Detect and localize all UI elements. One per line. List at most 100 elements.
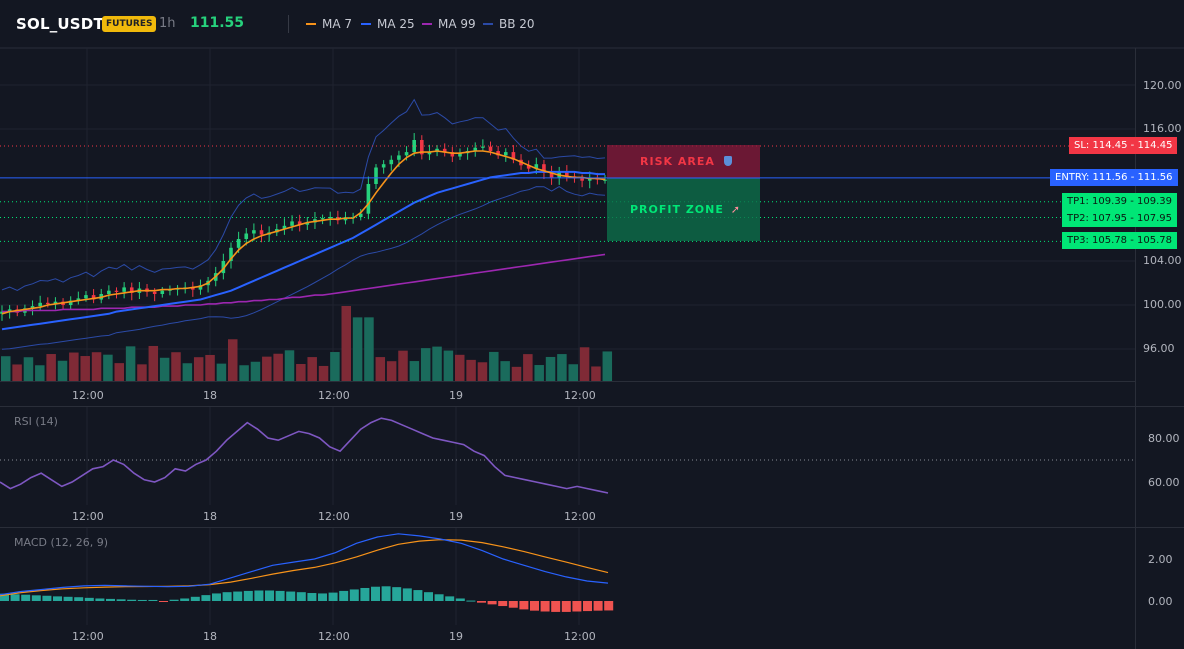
candle-body: [580, 178, 584, 181]
volume-bar: [216, 363, 227, 381]
macd-hist-bar: [21, 594, 31, 601]
macd-signal-line: [0, 539, 609, 597]
legend-bb20-label: BB 20: [499, 17, 535, 31]
time-label: 12:00: [564, 510, 596, 523]
macd-hist-bar: [593, 601, 603, 611]
volume-bar: [193, 357, 204, 381]
candle-body: [389, 159, 394, 165]
macd-hist-bar: [53, 596, 62, 601]
macd-hist-bar: [561, 601, 571, 612]
candle-body: [259, 230, 264, 235]
candle-body: [526, 165, 531, 169]
candle-body: [488, 146, 493, 151]
tp1-tag-value: 109.39: [1137, 196, 1173, 207]
ma7-swatch: [306, 23, 316, 25]
candle-body: [534, 164, 539, 169]
volume-bar: [364, 317, 374, 381]
legend-bb20[interactable]: BB 20: [483, 17, 535, 31]
volume-bar: [125, 346, 136, 381]
volume-bar: [420, 348, 431, 381]
macd-hist-bar: [286, 591, 296, 601]
volume-bar: [114, 363, 124, 381]
rsi-title: RSI (14): [14, 415, 58, 428]
candle-body: [160, 290, 165, 294]
macd-hist-bar: [233, 591, 243, 601]
tp1-tag: TP1: 109.39 - 109.39: [1062, 193, 1178, 210]
macd-hist-bar: [339, 590, 349, 601]
candle-body: [542, 164, 546, 173]
time-label: 18: [203, 630, 217, 643]
candle-body: [549, 173, 554, 178]
entry-tag: ENTRY: 111.56 - 111.56: [1050, 169, 1178, 186]
candle-body: [442, 148, 447, 153]
vertical-gridlines: [86, 48, 580, 625]
macd-hist-bar: [508, 601, 518, 608]
volume-bar: [534, 365, 544, 381]
macd-hist-bar: [254, 590, 264, 601]
sl-tag: SL: 114.45 - 114.45: [1069, 137, 1178, 154]
chart-header: SOL_USDT FUTURES 1h 111.55 MA 7 MA 25 MA…: [0, 0, 1184, 48]
volume-bar: [228, 339, 238, 381]
volume-bar: [182, 363, 193, 381]
candle-body: [381, 164, 386, 168]
macd-hist-bar: [455, 598, 465, 601]
time-label: 12:00: [318, 630, 350, 643]
macd-hist-bar: [74, 597, 84, 601]
macd-hist-bar: [222, 592, 232, 601]
time-label: 12:00: [564, 630, 596, 643]
macd-hist-bar: [318, 593, 327, 601]
legend-ma7[interactable]: MA 7: [306, 17, 352, 31]
symbol-name[interactable]: SOL_USDT: [16, 15, 104, 33]
candle-body: [76, 298, 81, 301]
price-tick: 100.00: [1143, 298, 1182, 311]
candle-body: [198, 285, 203, 290]
macd-hist-bar: [349, 589, 359, 601]
bollinger-bands: [1, 98, 606, 350]
candle-body: [68, 300, 73, 305]
volume-bar: [103, 354, 113, 381]
macd-hist-bar: [424, 592, 433, 601]
macd-hist-bar: [487, 601, 497, 605]
header-divider: [288, 15, 289, 33]
candle-body: [297, 221, 302, 225]
macd-hist-bar: [551, 601, 561, 612]
volume-bar: [1, 356, 11, 381]
candle-body: [503, 152, 508, 156]
candle-body: [252, 230, 256, 234]
volume-bar: [239, 365, 249, 381]
entry-tag-label: ENTRY: 111.56: [1055, 172, 1128, 183]
macd-hist-bar: [402, 588, 412, 601]
profit-zone-text: PROFIT ZONE: [630, 203, 724, 216]
volume-bar: [57, 360, 68, 381]
timeframe-label[interactable]: 1h: [159, 16, 176, 31]
macd-hist-bar: [137, 599, 147, 601]
time-label: 19: [449, 630, 463, 643]
moving-averages: [1, 150, 606, 331]
volume-bar: [148, 345, 159, 381]
price-tick: 116.00: [1143, 122, 1182, 135]
ma25-swatch: [361, 23, 371, 25]
volume-bar: [91, 352, 102, 381]
volume-bar: [455, 354, 465, 381]
macd-hist-bar: [498, 601, 508, 607]
legend-ma99[interactable]: MA 99: [422, 17, 476, 31]
volume-bar: [318, 365, 329, 381]
rsi-tick: 60.00: [1148, 476, 1180, 489]
macd-hist-bar: [604, 601, 614, 611]
legend-ma25[interactable]: MA 25: [361, 17, 415, 31]
ma25-line: [1, 170, 605, 331]
volume-bars: [1, 305, 613, 381]
macd-hist-bar: [95, 598, 105, 601]
candle-body: [427, 152, 432, 155]
tp3-tag: TP3: 105.78 - 105.78: [1062, 232, 1178, 249]
profit-zone-label: PROFIT ZONE ➚: [630, 203, 741, 216]
candle-body: [30, 306, 35, 309]
macd-hist-bar: [381, 586, 391, 601]
legend-ma99-label: MA 99: [438, 17, 476, 31]
candle-body: [290, 221, 294, 226]
candle-body: [458, 153, 462, 157]
candle-body: [366, 184, 371, 214]
candle-body: [343, 218, 348, 221]
candle-body: [328, 217, 333, 219]
